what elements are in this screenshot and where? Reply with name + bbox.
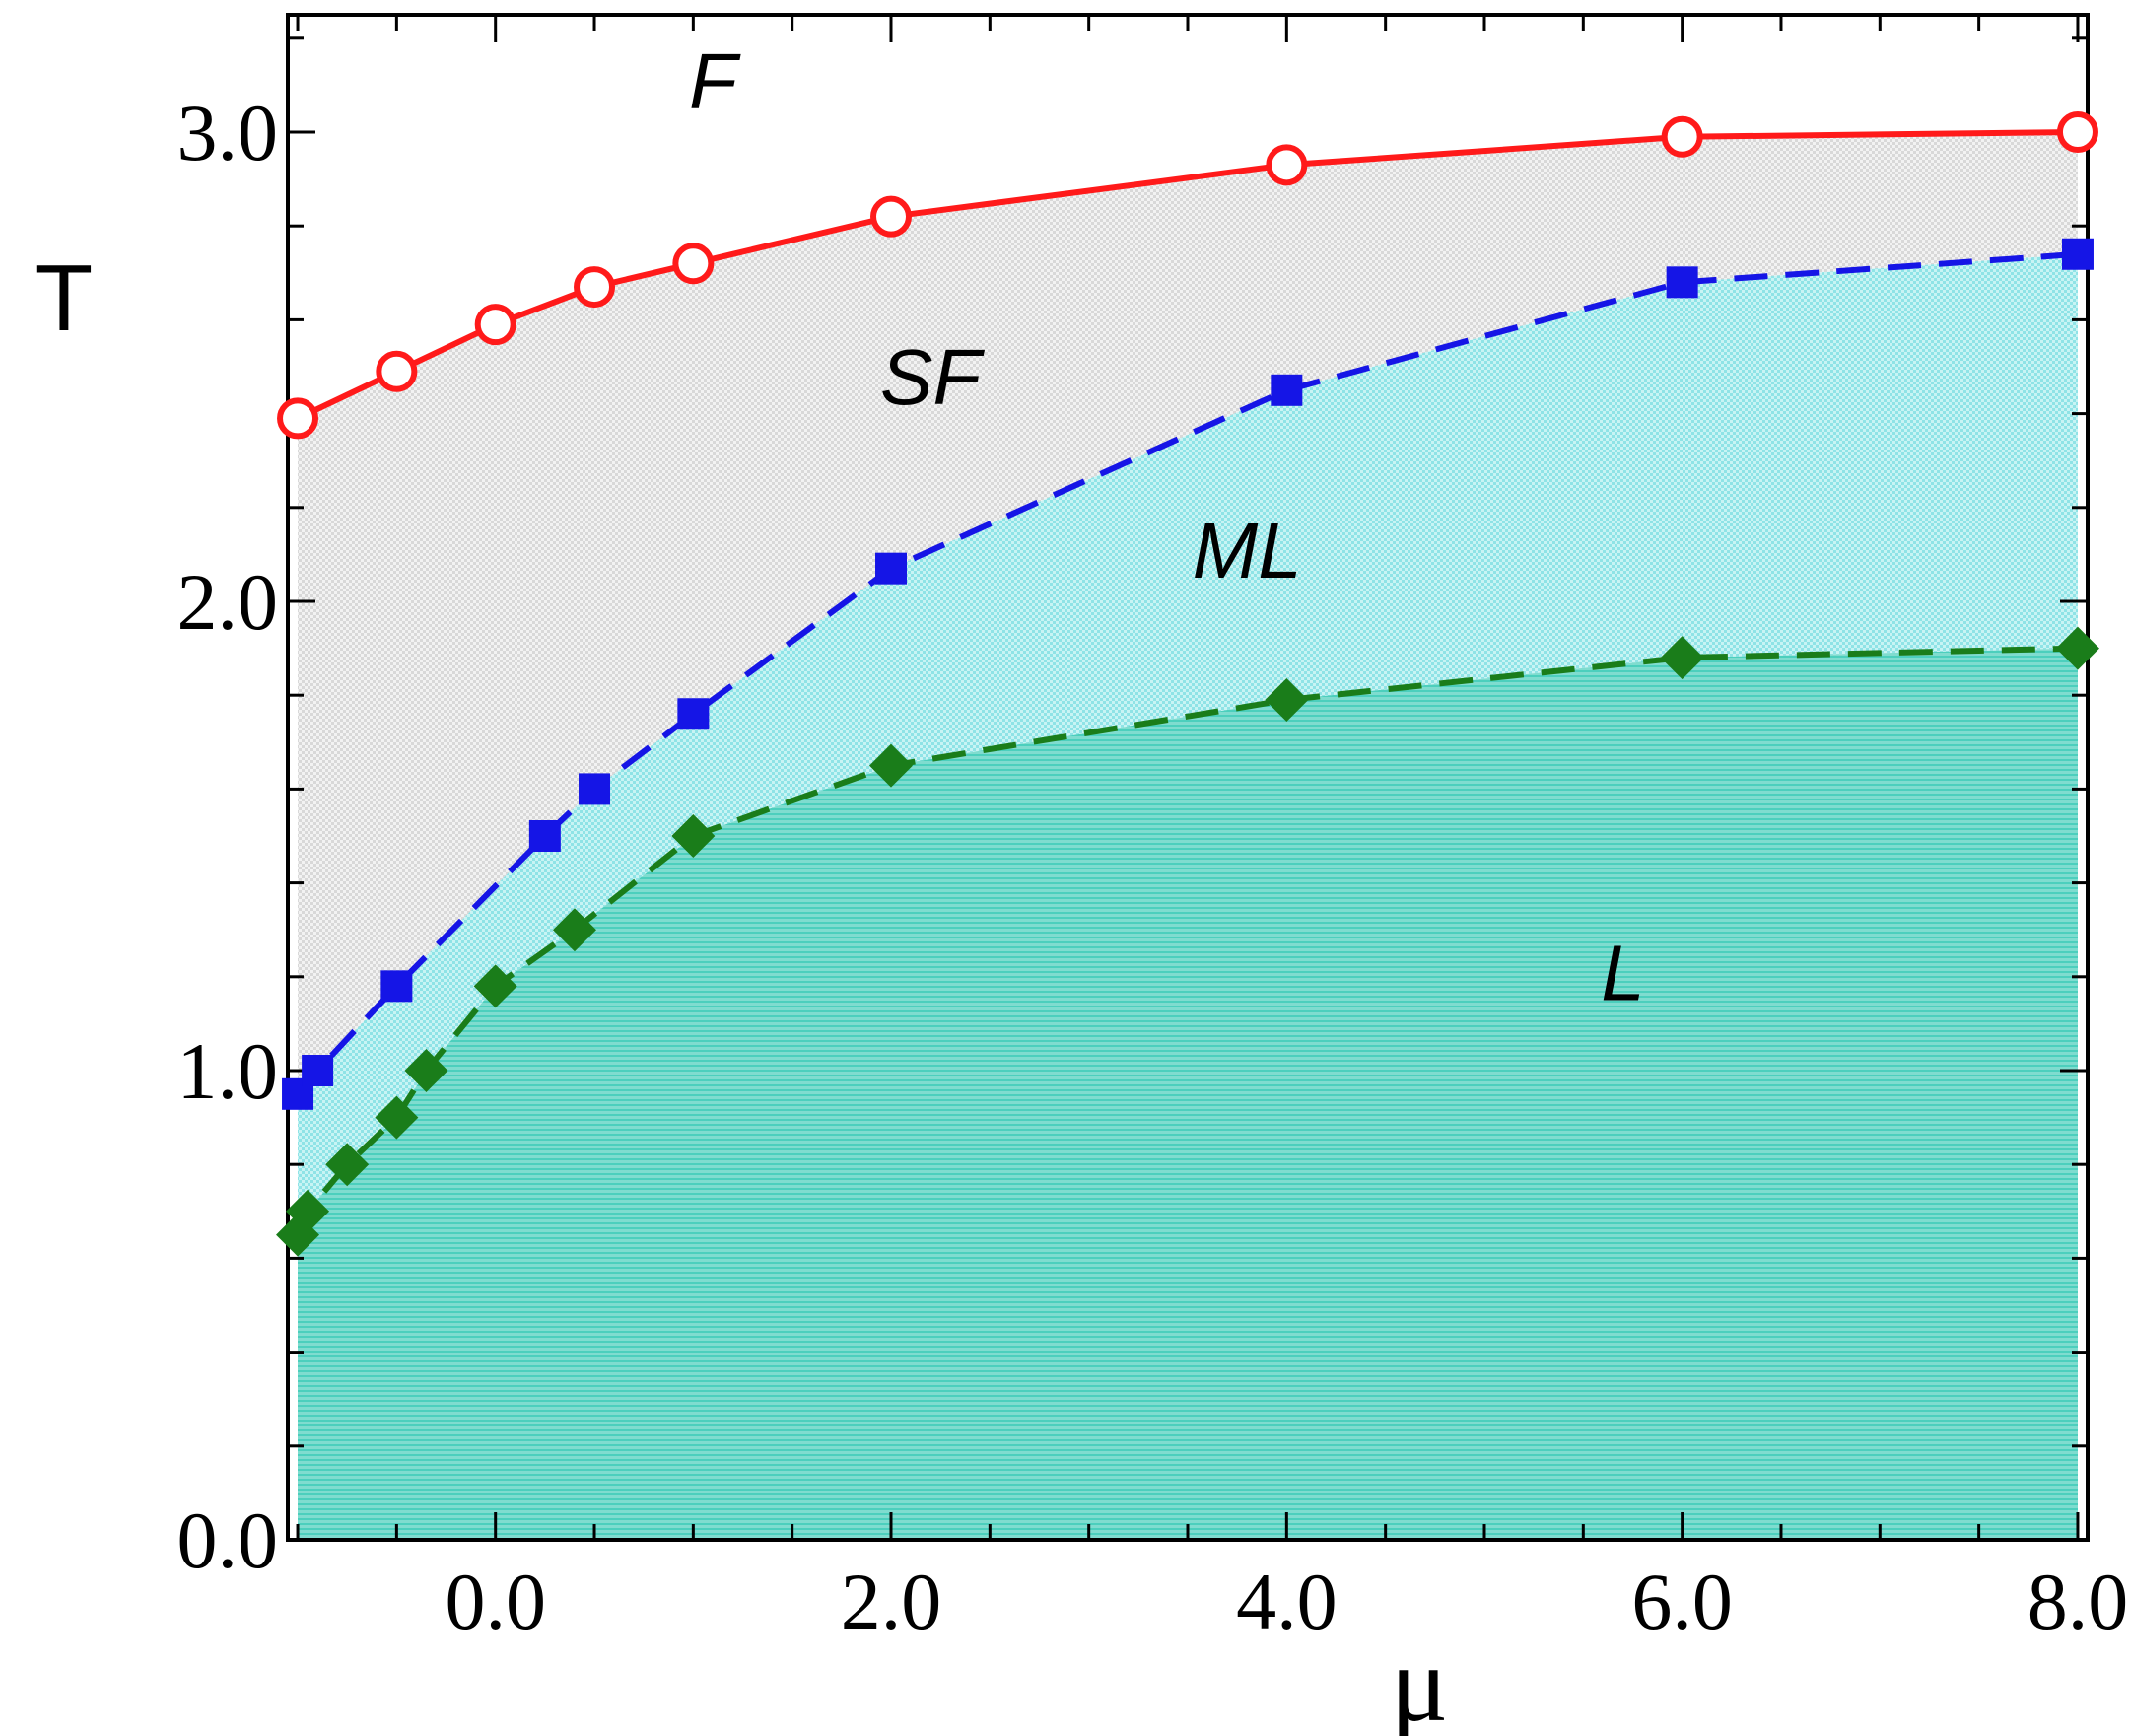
y-tick-label: 0.0: [177, 1495, 279, 1585]
point-diamond-marker: [325, 1143, 370, 1187]
point-diamond-marker: [552, 908, 596, 952]
point-circle-marker: [672, 243, 715, 285]
point-circle-marker: [1661, 115, 1703, 158]
region-sf-fill: [298, 132, 2078, 1094]
x-tick-label: 2.0: [841, 1557, 942, 1646]
x-tick-label: 8.0: [2028, 1557, 2129, 1646]
point-diamond-marker: [404, 1049, 448, 1092]
point-diamond-marker: [671, 814, 716, 858]
x-tick-label: 0.0: [445, 1557, 546, 1646]
y-axis-title: T: [35, 245, 94, 351]
y-tick-label: 2.0: [177, 557, 279, 647]
y-tick-label: 3.0: [177, 88, 279, 177]
point-diamond-marker: [1660, 636, 1704, 680]
point-square-marker: [1271, 374, 1303, 406]
point-diamond-marker: [286, 1189, 330, 1233]
point-circle-marker: [277, 397, 319, 440]
point-square-marker: [528, 820, 561, 852]
y-tick-label: 1.0: [177, 1026, 279, 1116]
region-label-sf: SF: [880, 333, 985, 421]
region-ml-fill: [298, 253, 2078, 1235]
point-circle-marker: [2056, 111, 2098, 153]
point-square-marker: [302, 1055, 334, 1086]
point-circle-marker: [1266, 144, 1308, 186]
point-circle-marker: [574, 266, 616, 309]
point-circle-marker: [474, 304, 516, 346]
point-diamond-marker: [375, 1095, 419, 1140]
region-label-ml: ML: [1193, 507, 1302, 594]
region-label-l: L: [1601, 930, 1645, 1017]
x-axis-title: μ: [1391, 1624, 1449, 1736]
point-square-marker: [579, 773, 611, 805]
point-diamond-marker: [2055, 626, 2099, 670]
region-label-f: F: [689, 37, 741, 125]
region-labels: F SF ML L: [689, 37, 1645, 1016]
point-square-marker: [1666, 266, 1698, 299]
phase-regions: [298, 132, 2078, 1540]
point-circle-marker: [870, 195, 913, 238]
point-square-marker: [875, 552, 908, 585]
point-square-marker: [677, 698, 710, 730]
plot-frame: 0.0 2.0 4.0 6.0 8.0 0.0 1.0 2.0 3.0: [177, 13, 2129, 1646]
x-tick-label: 6.0: [1631, 1557, 1733, 1646]
point-diamond-marker: [1265, 677, 1309, 722]
series-line-2: [295, 250, 2079, 1096]
series-layer: [276, 111, 2099, 1257]
point-diamond-marker: [473, 964, 517, 1008]
region-l-fill: [298, 648, 2078, 1540]
point-square-marker: [380, 970, 413, 1003]
x-tick-label: 4.0: [1236, 1557, 1338, 1646]
point-diamond-marker: [869, 743, 914, 788]
point-square-marker: [2061, 238, 2094, 270]
point-circle-marker: [376, 350, 418, 392]
